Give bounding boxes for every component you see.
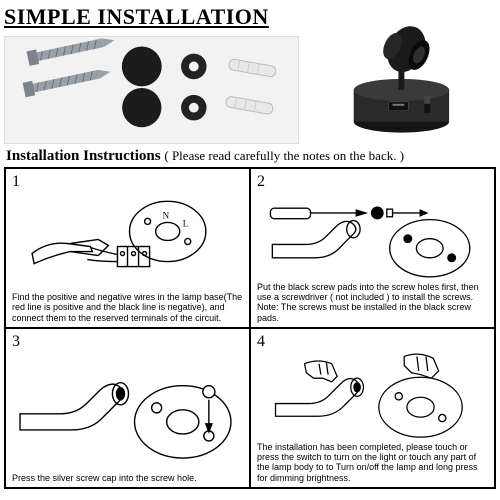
svg-text:N: N [163, 210, 170, 220]
step-3: 3 Press the silver scr [5, 328, 250, 488]
instructions-subtitle: ( Please read carefully the notes on the… [164, 148, 404, 163]
step-caption: Find the positive and negative wires in … [12, 292, 243, 323]
step-number: 4 [257, 333, 488, 351]
step-caption: The installation has been completed, ple… [257, 442, 488, 483]
instructions-heading: Installation Instructions ( Please read … [6, 148, 496, 165]
instructions-grid: 1 N L [4, 167, 496, 489]
step-number: 2 [257, 173, 488, 191]
step-4-diagram [257, 351, 488, 442]
step-2-diagram [257, 191, 488, 282]
step-4: 4 [250, 328, 495, 488]
step-2: 2 [250, 168, 495, 328]
step-1: 1 N L [5, 168, 250, 328]
step-number: 1 [12, 173, 243, 191]
product-photo [307, 4, 496, 139]
hardware-photo [4, 36, 299, 144]
step-number: 3 [12, 333, 243, 351]
svg-text:L: L [183, 218, 189, 228]
step-caption: Press the silver screw cap into the scre… [12, 473, 243, 483]
instructions-title-text: Installation Instructions [6, 148, 161, 164]
step-3-diagram [12, 351, 243, 473]
step-1-diagram: N L [12, 191, 243, 292]
page-title: SIMPLE INSTALLATION [4, 4, 299, 30]
step-caption: Put the black screw pads into the screw … [257, 282, 488, 323]
